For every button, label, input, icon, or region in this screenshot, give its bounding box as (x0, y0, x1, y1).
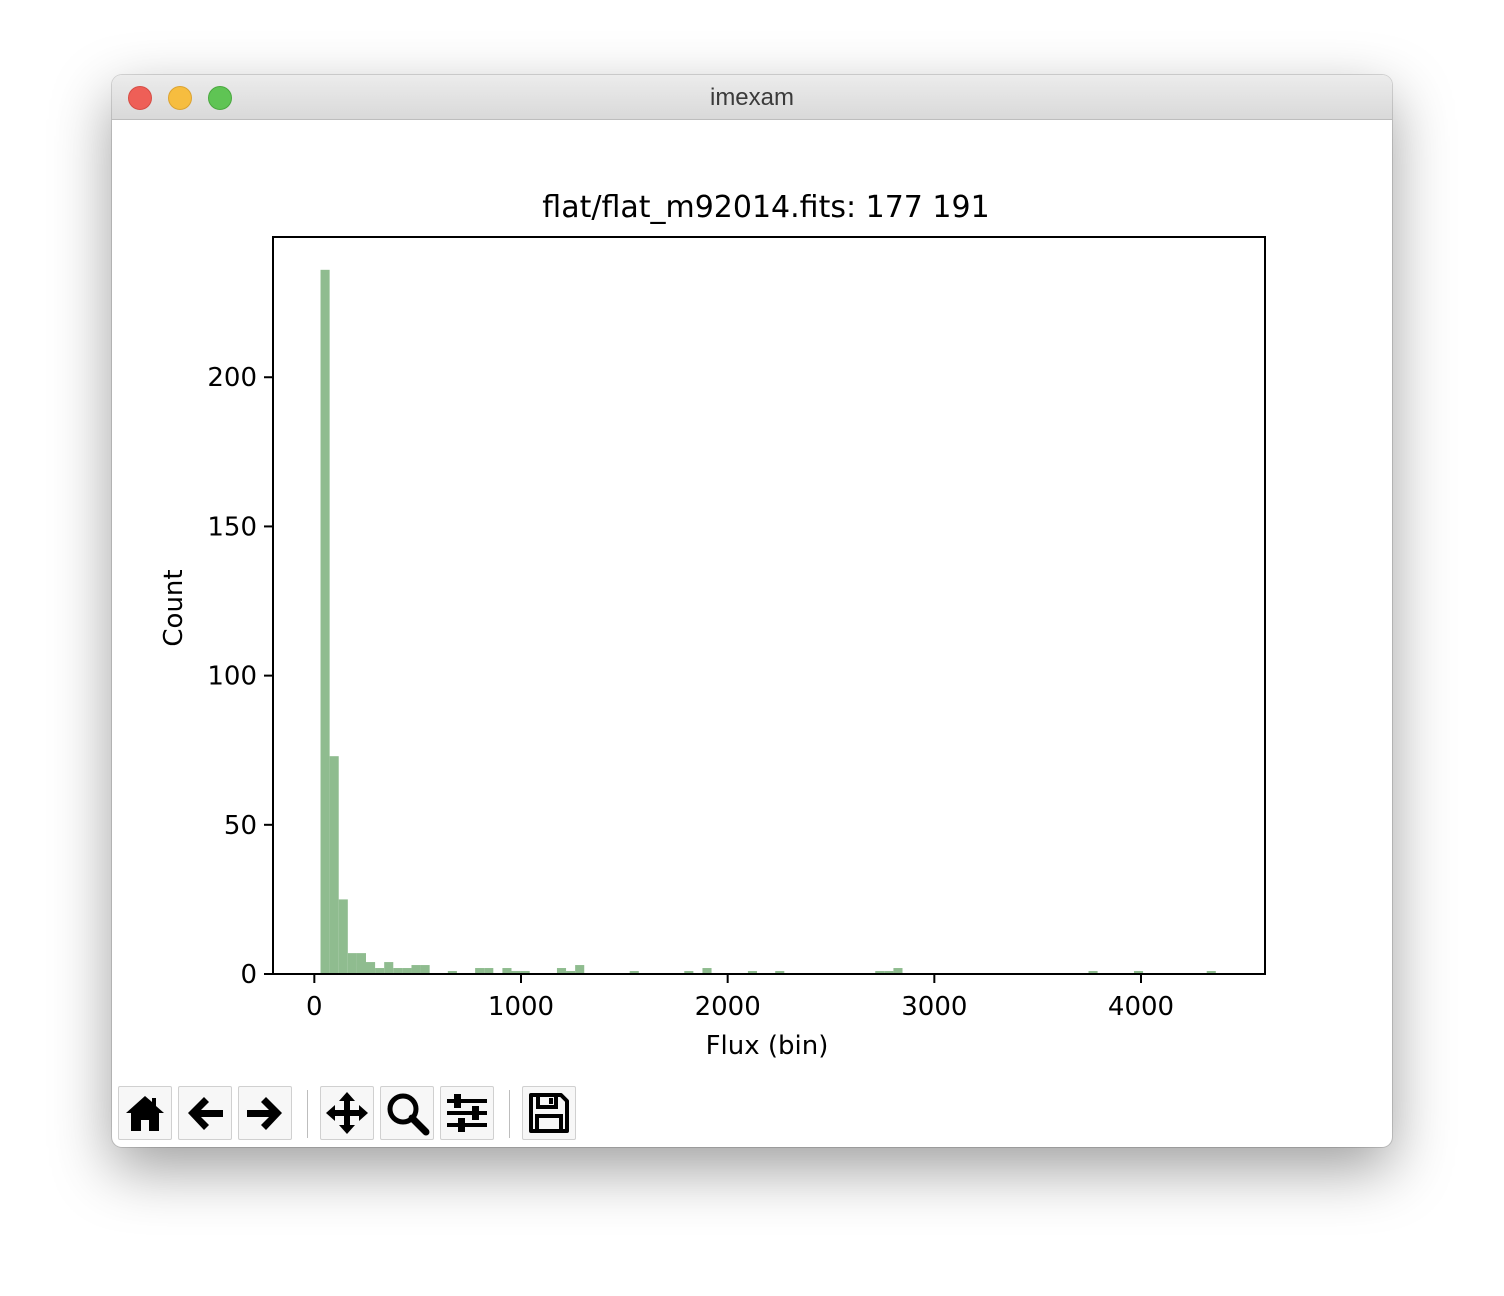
histogram-bars (320, 269, 1216, 974)
floppy-disk-icon (529, 1093, 569, 1133)
histogram-bar (329, 756, 339, 974)
toolbar-separator (509, 1090, 510, 1138)
histogram-bar (402, 968, 412, 974)
histogram-bar (875, 971, 885, 974)
histogram-bar (347, 953, 357, 974)
y-axis-ticks: 0 50 100 150 200 (207, 363, 273, 990)
histogram-bar (629, 971, 639, 974)
histogram-bar (320, 269, 330, 974)
histogram-bar (411, 965, 421, 974)
histogram-bar (884, 971, 894, 974)
histogram-bar (775, 971, 785, 974)
home-icon (126, 1096, 164, 1131)
histogram-bar (520, 971, 530, 974)
app-window: imexam flat/flat_m92014.fits: 177 191 0 1… (112, 75, 1392, 1147)
sliders-icon (447, 1094, 487, 1132)
histogram-bar (356, 953, 366, 974)
histogram-bar (1088, 971, 1098, 974)
x-tick-label: 0 (306, 992, 323, 1022)
histogram-bar (366, 962, 376, 974)
toolbar-separator (307, 1090, 308, 1138)
x-axis-ticks: 0 1000 2000 3000 4000 (306, 974, 1174, 1022)
histogram-bar (393, 968, 403, 974)
save-button[interactable] (522, 1086, 576, 1140)
histogram-bar (338, 899, 348, 974)
x-axis-label: Flux (bin) (706, 1031, 829, 1061)
histogram-chart[interactable]: flat/flat_m92014.fits: 177 191 0 1000 2000… (112, 120, 1392, 1080)
y-tick-label: 200 (207, 363, 257, 393)
close-window-button[interactable] (128, 86, 152, 110)
chart-title: flat/flat_m92014.fits: 177 191 (542, 190, 989, 225)
histogram-bar (484, 968, 494, 974)
arrow-right-icon (247, 1097, 282, 1130)
histogram-bar (375, 968, 385, 974)
back-button[interactable] (178, 1086, 232, 1140)
x-tick-label: 1000 (488, 992, 554, 1022)
y-axis-label: Count (159, 569, 189, 646)
x-tick-label: 3000 (901, 992, 967, 1022)
histogram-bar (747, 971, 758, 974)
minimize-window-button[interactable] (168, 86, 192, 110)
forward-button[interactable] (238, 1086, 292, 1140)
navigation-toolbar (118, 1086, 598, 1142)
histogram-bar (893, 968, 903, 974)
x-tick-label: 4000 (1108, 992, 1174, 1022)
home-button[interactable] (118, 1086, 172, 1140)
histogram-bar (420, 965, 430, 974)
pan-button[interactable] (320, 1086, 374, 1140)
histogram-bar (447, 971, 457, 974)
histogram-bar (475, 968, 485, 974)
histogram-bar (384, 962, 394, 974)
magnifier-icon (387, 1093, 430, 1136)
y-tick-label: 0 (240, 960, 257, 990)
histogram-bar (702, 968, 712, 974)
histogram-bar (502, 968, 512, 974)
arrow-left-icon (188, 1097, 223, 1130)
histogram-bar (566, 971, 576, 974)
x-tick-label: 2000 (695, 992, 761, 1022)
zoom-window-button[interactable] (208, 86, 232, 110)
histogram-bar (511, 971, 521, 974)
configure-subplots-button[interactable] (440, 1086, 494, 1140)
zoom-button[interactable] (380, 1086, 434, 1140)
histogram-bar (556, 968, 567, 974)
histogram-bar (1133, 971, 1144, 974)
histogram-bar (1206, 971, 1216, 974)
move-icon (326, 1092, 368, 1134)
y-tick-label: 150 (207, 512, 257, 542)
histogram-bar (684, 971, 694, 974)
y-tick-label: 100 (207, 662, 257, 692)
histogram-bar (575, 965, 585, 974)
title-bar[interactable]: imexam (112, 75, 1392, 120)
window-title: imexam (709, 84, 794, 111)
y-tick-label: 50 (224, 811, 257, 841)
plot-area-frame (272, 236, 1266, 975)
